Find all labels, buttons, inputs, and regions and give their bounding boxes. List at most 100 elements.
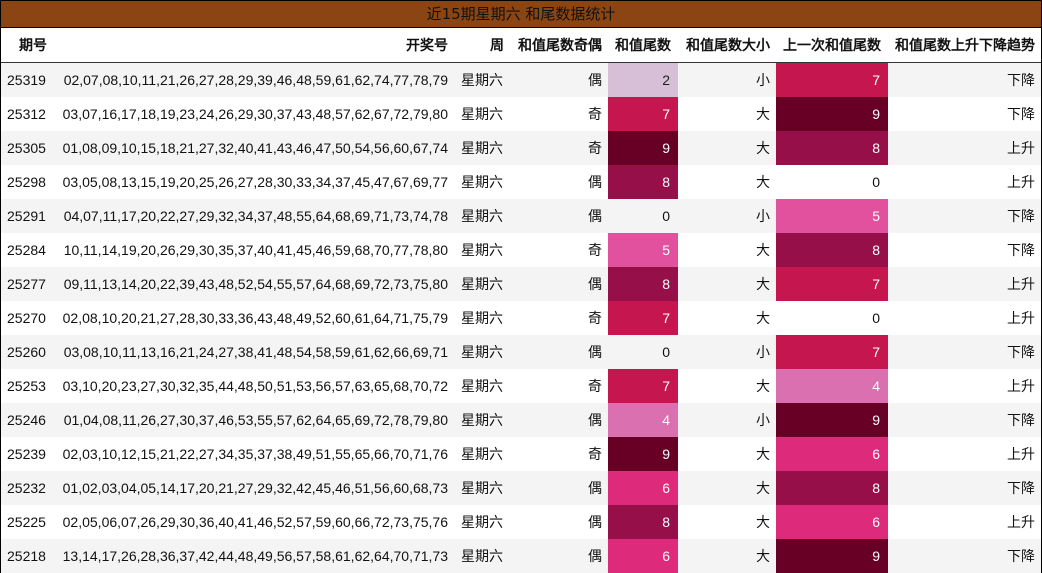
cell-tail: 8	[608, 505, 678, 539]
cell-period: 25319	[1, 62, 53, 97]
cell-numbers: 03,10,20,23,27,30,32,35,44,48,50,51,53,5…	[53, 369, 454, 403]
cell-tail: 7	[608, 301, 678, 335]
table-title: 近15期星期六 和尾数据统计	[1, 1, 1041, 28]
cell-week: 星期六	[454, 97, 510, 131]
header-size[interactable]: 和值尾数大小	[678, 28, 776, 63]
cell-prev-tail: 9	[776, 97, 888, 131]
cell-trend: 下降	[888, 335, 1041, 369]
table-row: 25312 03,07,16,17,18,19,23,24,26,29,30,37…	[1, 97, 1041, 131]
cell-numbers: 13,14,17,26,28,36,37,42,44,48,49,56,57,5…	[53, 539, 454, 573]
table-row: 25232 01,02,03,04,05,14,17,20,21,27,29,32…	[1, 471, 1041, 505]
cell-trend: 下降	[888, 403, 1041, 437]
cell-size: 大	[678, 131, 776, 165]
cell-tail: 4	[608, 403, 678, 437]
cell-prev-tail: 6	[776, 437, 888, 471]
stats-table: 期号 开奖号 周 和值尾数奇偶 和值尾数 和值尾数大小 上一次和值尾数 和值尾数…	[1, 28, 1041, 573]
cell-trend: 下降	[888, 97, 1041, 131]
cell-size: 大	[678, 97, 776, 131]
cell-numbers: 01,04,08,11,26,27,30,37,46,53,55,57,62,6…	[53, 403, 454, 437]
cell-week: 星期六	[454, 233, 510, 267]
cell-tail: 9	[608, 131, 678, 165]
cell-period: 25225	[1, 505, 53, 539]
cell-tail: 9	[608, 437, 678, 471]
cell-parity: 偶	[510, 505, 608, 539]
cell-numbers: 03,05,08,13,15,19,20,25,26,27,28,30,33,3…	[53, 165, 454, 199]
cell-trend: 下降	[888, 539, 1041, 573]
cell-prev-tail: 9	[776, 403, 888, 437]
header-trend[interactable]: 和值尾数上升下降趋势	[888, 28, 1041, 63]
header-period[interactable]: 期号	[1, 28, 53, 63]
table-row: 25239 02,03,10,12,15,21,22,27,34,35,37,38…	[1, 437, 1041, 471]
cell-trend: 上升	[888, 267, 1041, 301]
cell-trend: 下降	[888, 199, 1041, 233]
header-numbers[interactable]: 开奖号	[53, 28, 454, 63]
cell-size: 大	[678, 471, 776, 505]
table-row: 25277 09,11,13,14,20,22,39,43,48,52,54,55…	[1, 267, 1041, 301]
cell-parity: 偶	[510, 267, 608, 301]
cell-prev-tail: 8	[776, 233, 888, 267]
cell-week: 星期六	[454, 471, 510, 505]
cell-size: 大	[678, 233, 776, 267]
cell-size: 大	[678, 301, 776, 335]
cell-parity: 偶	[510, 165, 608, 199]
cell-week: 星期六	[454, 165, 510, 199]
cell-week: 星期六	[454, 131, 510, 165]
cell-prev-tail: 5	[776, 199, 888, 233]
cell-prev-tail: 7	[776, 62, 888, 97]
table-row: 25270 02,08,10,20,21,27,28,30,33,36,43,48…	[1, 301, 1041, 335]
cell-week: 星期六	[454, 335, 510, 369]
cell-numbers: 03,07,16,17,18,19,23,24,26,29,30,37,43,4…	[53, 97, 454, 131]
cell-parity: 偶	[510, 335, 608, 369]
cell-tail: 2	[608, 62, 678, 97]
table-row: 25246 01,04,08,11,26,27,30,37,46,53,55,57…	[1, 403, 1041, 437]
header-week[interactable]: 周	[454, 28, 510, 63]
table-row: 25305 01,08,09,10,15,18,21,27,32,40,41,43…	[1, 131, 1041, 165]
cell-trend: 上升	[888, 505, 1041, 539]
table-row: 25284 10,11,14,19,20,26,29,30,35,37,40,41…	[1, 233, 1041, 267]
cell-parity: 奇	[510, 369, 608, 403]
cell-numbers: 01,02,03,04,05,14,17,20,21,27,29,32,42,4…	[53, 471, 454, 505]
cell-trend: 上升	[888, 131, 1041, 165]
cell-prev-tail: 4	[776, 369, 888, 403]
header-prev-tail[interactable]: 上一次和值尾数	[776, 28, 888, 63]
cell-period: 25284	[1, 233, 53, 267]
cell-numbers: 09,11,13,14,20,22,39,43,48,52,54,55,57,6…	[53, 267, 454, 301]
cell-tail: 7	[608, 97, 678, 131]
cell-size: 大	[678, 437, 776, 471]
cell-week: 星期六	[454, 267, 510, 301]
cell-size: 大	[678, 369, 776, 403]
cell-numbers: 10,11,14,19,20,26,29,30,35,37,40,41,45,4…	[53, 233, 454, 267]
cell-trend: 上升	[888, 369, 1041, 403]
cell-trend: 下降	[888, 233, 1041, 267]
cell-prev-tail: 7	[776, 335, 888, 369]
cell-numbers: 01,08,09,10,15,18,21,27,32,40,41,43,46,4…	[53, 131, 454, 165]
cell-tail: 8	[608, 165, 678, 199]
cell-period: 25277	[1, 267, 53, 301]
cell-size: 小	[678, 62, 776, 97]
cell-numbers: 02,05,06,07,26,29,30,36,40,41,46,52,57,5…	[53, 505, 454, 539]
cell-prev-tail: 9	[776, 539, 888, 573]
cell-period: 25305	[1, 131, 53, 165]
cell-trend: 上升	[888, 301, 1041, 335]
cell-prev-tail: 6	[776, 505, 888, 539]
cell-trend: 上升	[888, 437, 1041, 471]
cell-numbers: 02,08,10,20,21,27,28,30,33,36,43,48,49,5…	[53, 301, 454, 335]
cell-period: 25253	[1, 369, 53, 403]
cell-parity: 偶	[510, 199, 608, 233]
cell-period: 25260	[1, 335, 53, 369]
cell-week: 星期六	[454, 369, 510, 403]
cell-size: 小	[678, 403, 776, 437]
cell-size: 大	[678, 539, 776, 573]
cell-size: 小	[678, 335, 776, 369]
header-row: 期号 开奖号 周 和值尾数奇偶 和值尾数 和值尾数大小 上一次和值尾数 和值尾数…	[1, 28, 1041, 63]
cell-tail: 6	[608, 471, 678, 505]
header-tail[interactable]: 和值尾数	[608, 28, 678, 63]
header-parity[interactable]: 和值尾数奇偶	[510, 28, 608, 63]
cell-size: 大	[678, 267, 776, 301]
cell-parity: 奇	[510, 437, 608, 471]
cell-week: 星期六	[454, 301, 510, 335]
cell-period: 25232	[1, 471, 53, 505]
cell-numbers: 04,07,11,17,20,22,27,29,32,34,37,48,55,6…	[53, 199, 454, 233]
cell-week: 星期六	[454, 437, 510, 471]
cell-tail: 0	[608, 335, 678, 369]
